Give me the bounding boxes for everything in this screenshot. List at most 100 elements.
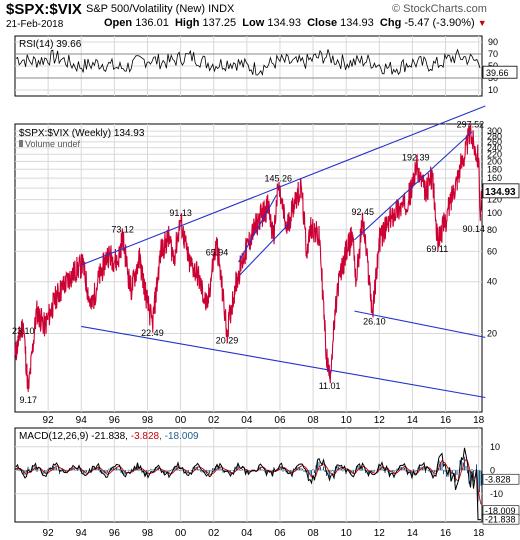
x-tick-label: 10 [341, 415, 353, 426]
price-tick-label: 180 [487, 164, 502, 174]
price-tick-label: 20 [487, 329, 497, 339]
macd-right-value: -21.838 [485, 515, 516, 525]
rsi-line [15, 48, 481, 77]
trendline [238, 194, 278, 263]
exchange-label: INDX [208, 3, 235, 15]
x-tick-label-bottom: 06 [274, 528, 286, 539]
price-annotation: 69.11 [426, 244, 448, 254]
price-tick-label: 120 [487, 195, 502, 205]
x-tick-label: 16 [440, 415, 452, 426]
x-tick-label: 08 [308, 415, 320, 426]
x-tick-label: 94 [76, 415, 88, 426]
symbol-description: S&P 500/Volatility (New) INDX [86, 3, 234, 15]
price-value-box [482, 183, 520, 199]
price-annotation: 9.17 [19, 395, 37, 405]
change-value: -5.47 (-3.90%) [404, 17, 475, 29]
x-tick-label: 14 [407, 415, 419, 426]
price-tick-label: 60 [487, 246, 497, 256]
price-current-value: 134.93 [485, 187, 516, 198]
price-tick-label: 160 [487, 173, 502, 183]
x-tick-label-bottom: 14 [407, 528, 419, 539]
price-annotation: 91.13 [169, 208, 192, 218]
open-value: 136.01 [135, 17, 169, 29]
x-tick-label-bottom: 18 [473, 528, 485, 539]
stockcharts-logo[interactable]: © StockCharts.com [392, 3, 487, 15]
trendline [81, 105, 486, 266]
symbol-name: S&P 500/Volatility (New) [86, 3, 206, 15]
macd-line [15, 447, 481, 521]
x-tick-label: 04 [241, 415, 253, 426]
x-tick-label: 96 [109, 415, 121, 426]
down-arrow-icon: ▼ [477, 18, 487, 28]
x-tick-label: 02 [208, 415, 220, 426]
price-tick-label: 280 [487, 131, 502, 141]
macd-tick-label: 10 [490, 442, 500, 452]
trendline [81, 325, 486, 399]
macd-right-value: -18.009 [485, 506, 516, 516]
volume-label: Volume undef [25, 139, 81, 149]
x-tick-label: 98 [142, 415, 154, 426]
price-annotation: 90.14 [462, 224, 485, 234]
price-annotation: 23.10 [12, 326, 35, 336]
price-tick-label: 80 [487, 225, 497, 235]
x-tick-label-bottom: 10 [341, 528, 353, 539]
price-tick-label: 300 [487, 126, 502, 136]
price-panel [14, 123, 483, 413]
price-tick-label: 240 [487, 143, 502, 153]
macd-right-value: -3.828 [485, 475, 511, 485]
macd-tick-label: 0 [490, 465, 495, 475]
macd-value-box [482, 473, 520, 485]
price-annotation: 192.39 [402, 152, 430, 162]
price-line [14, 123, 482, 392]
trendline [354, 310, 486, 338]
macd-label-part: -3.828 [131, 431, 160, 442]
price-annotation: 11.01 [319, 381, 341, 391]
quote-date: 21-Feb-2018 [6, 19, 64, 30]
price-tick-label: 40 [487, 277, 497, 287]
price-tick-label: 220 [487, 149, 502, 159]
high-value: 137.25 [202, 17, 237, 29]
rsi-tick-label: 90 [488, 37, 498, 47]
x-tick-label-bottom: 98 [142, 528, 154, 539]
rsi-tick-label: 70 [488, 49, 498, 59]
x-tick-label: 00 [175, 415, 187, 426]
x-tick-label-bottom: 12 [374, 528, 386, 539]
price-annotation: 92.45 [352, 207, 375, 217]
close-label: Close [307, 17, 338, 29]
close-value: 134.93 [340, 17, 374, 29]
x-tick-label-bottom: 92 [43, 528, 55, 539]
rsi-tick-label: 10 [488, 85, 498, 95]
x-tick-label: 06 [274, 415, 286, 426]
x-tick-label-bottom: 08 [308, 528, 320, 539]
x-tick-label-bottom: 04 [241, 528, 253, 539]
macd-label-part: , -18.009 [159, 431, 199, 442]
price-annotation: 65.94 [206, 247, 229, 257]
change-label: Chg [379, 17, 402, 29]
macd-label-part: -21.838, [91, 431, 130, 442]
price-series-label: $SPX:$VIX (Weekly) 134.93 [19, 128, 145, 139]
open-label: Open [104, 17, 133, 29]
macd-tick-label: -10 [490, 489, 503, 499]
volume-legend-icon [19, 140, 23, 147]
macd-label: MACD(12,26,9) -21.838, -3.828, -18.009 [19, 431, 199, 442]
x-tick-label-bottom: 00 [175, 528, 187, 539]
price-tick-label: 260 [487, 137, 502, 147]
ohlc-row: Open 136.01 High 137.25 Low 134.93 Close… [104, 17, 487, 29]
low-value: 134.93 [267, 17, 301, 29]
price-annotation: 26.10 [363, 317, 386, 327]
price-annotation: 20.29 [216, 335, 239, 345]
symbol-title: $SPX:$VIX [6, 1, 82, 18]
macd-value-box [482, 513, 520, 525]
trendline [354, 131, 473, 241]
x-tick-label: 92 [43, 415, 55, 426]
copyright-icon: © [392, 3, 404, 15]
price-tick-label: 200 [487, 156, 502, 166]
price-annotation: 22.49 [141, 328, 164, 338]
x-tick-label-bottom: 94 [76, 528, 88, 539]
x-tick-label-bottom: 96 [109, 528, 121, 539]
macd-label-part: MACD(12,26,9) [19, 431, 91, 442]
x-tick-label-bottom: 02 [208, 528, 220, 539]
rsi-current-value: 39.66 [486, 68, 509, 78]
macd-signal-line [15, 458, 482, 505]
